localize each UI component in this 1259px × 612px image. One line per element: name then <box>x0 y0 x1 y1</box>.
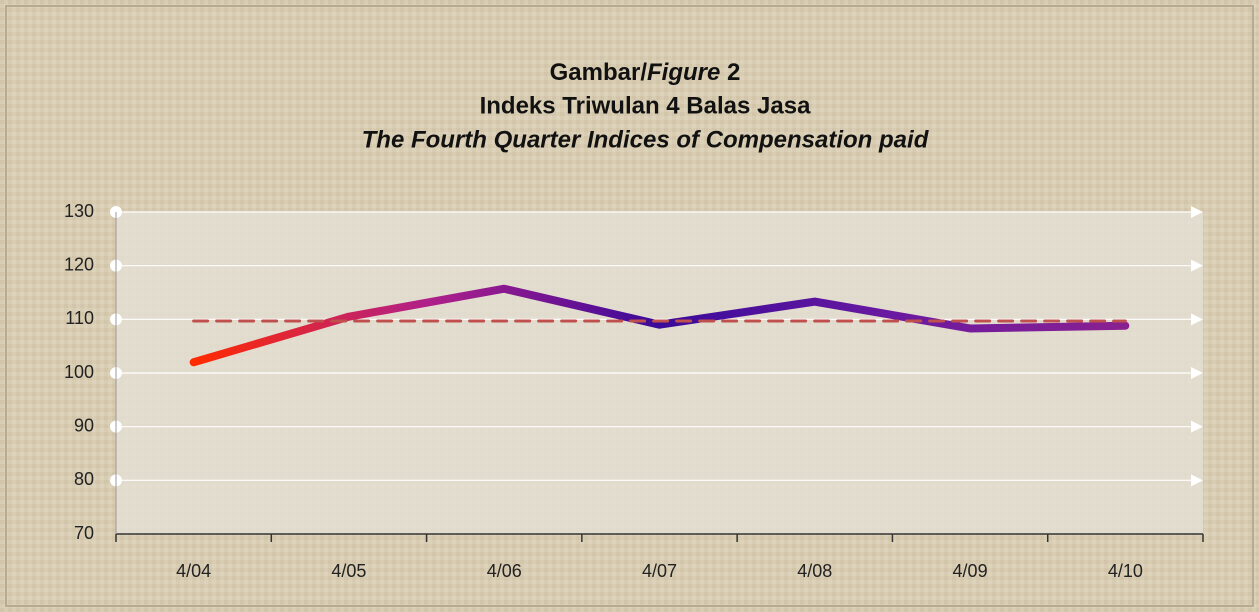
x-tick-label: 4/08 <box>797 561 832 581</box>
series-line <box>189 284 1130 367</box>
grid-arrow <box>1191 367 1203 379</box>
chart-subtitle: Indeks Triwulan 4 Balas Jasa <box>480 92 811 119</box>
y-tick-label: 80 <box>74 469 94 489</box>
y-tick-label: 130 <box>64 201 94 221</box>
grid-arrow <box>1191 474 1203 487</box>
y-tick-label: 120 <box>64 254 94 274</box>
grid-arrow <box>1191 259 1203 272</box>
y-tick-label: 90 <box>74 415 94 435</box>
chart-title: Gambar/Figure 2 <box>550 59 741 86</box>
chart-subtitle: The Fourth Quarter Indices of Compensati… <box>362 126 930 153</box>
y-tick-label: 100 <box>64 362 94 382</box>
grid-arrow <box>1191 420 1203 433</box>
x-tick-label: 4/07 <box>642 561 677 581</box>
grid-arrow <box>1191 313 1203 326</box>
x-tick-label: 4/09 <box>953 561 988 581</box>
y-tick-label: 110 <box>65 308 94 328</box>
y-tick-label: 70 <box>74 523 94 543</box>
x-tick-label: 4/04 <box>176 561 211 581</box>
x-tick-label: 4/05 <box>331 561 366 581</box>
frame <box>5 5 1254 607</box>
grid-arrow <box>1191 206 1203 218</box>
x-tick-label: 4/06 <box>487 561 522 581</box>
x-tick-label: 4/10 <box>1108 561 1143 581</box>
